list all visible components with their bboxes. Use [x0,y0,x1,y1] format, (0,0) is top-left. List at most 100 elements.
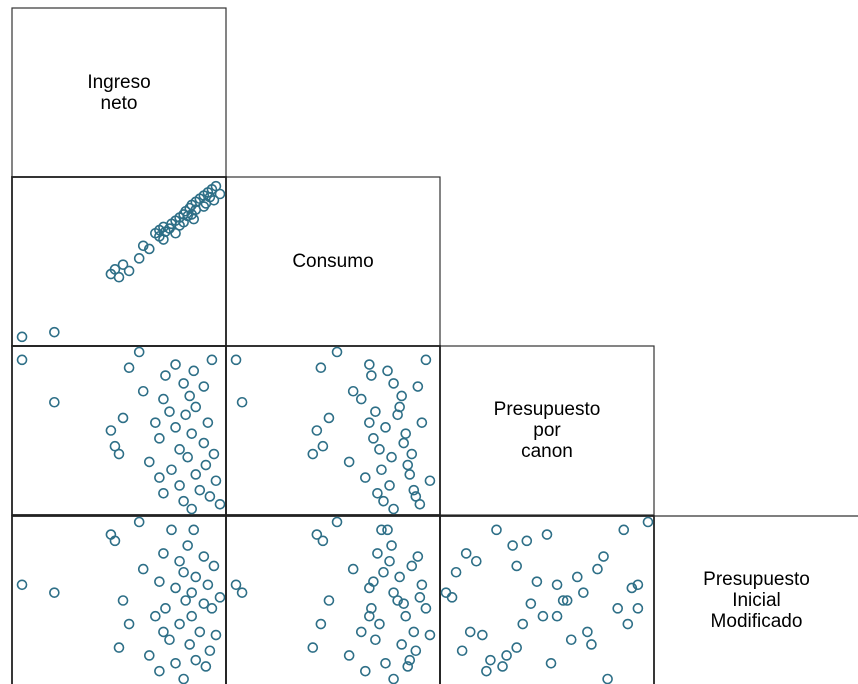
point [372,548,383,559]
point [323,595,335,606]
point [180,595,191,606]
point [374,618,385,630]
point [236,396,248,408]
point [380,657,391,669]
point [388,587,399,598]
point [398,598,410,609]
panel [225,345,441,516]
point [166,524,177,536]
point [420,603,432,614]
point [424,629,436,641]
point [456,645,468,657]
point [164,634,175,646]
point [49,587,60,598]
point [402,459,414,471]
point [394,401,405,413]
point [170,657,181,669]
point [16,354,28,366]
variable-label: Ingreso neto [87,71,151,114]
point [158,548,169,559]
point [184,390,195,402]
point [355,393,367,405]
point [160,603,171,614]
point [190,654,202,666]
point [230,579,242,591]
point [497,661,508,672]
point [230,354,242,366]
point [178,566,189,578]
point [204,491,216,502]
point [174,444,185,455]
point [424,475,436,487]
point [398,437,410,449]
point [198,381,210,392]
point [460,548,472,559]
point [551,579,563,591]
point [347,385,359,397]
point [198,551,210,562]
point [370,406,381,417]
point [404,469,416,480]
point [311,529,323,540]
point [386,451,397,463]
variable-label: Consumo [292,251,374,272]
point [400,610,412,622]
point [194,484,206,496]
point [117,259,129,270]
point [109,535,121,547]
point [368,433,379,444]
point [343,650,355,661]
point [154,472,165,483]
variable-label: Presupuesto Inicial Modificado [703,569,810,632]
point [144,243,155,255]
point [311,425,323,436]
point [380,422,391,433]
point [158,487,169,499]
point [154,433,165,444]
point [404,654,416,666]
point [394,571,405,583]
point [323,412,335,424]
point [382,365,393,377]
point [214,498,226,510]
point [210,629,222,641]
point [188,213,200,225]
point [632,603,644,614]
point [178,495,189,507]
point [188,524,200,536]
point [388,378,399,389]
point [180,409,191,421]
point [113,642,125,653]
point [531,576,543,587]
point [501,650,512,661]
point [174,555,185,567]
point [410,645,422,657]
point [446,592,458,603]
point [360,472,371,483]
point [133,346,145,358]
point [200,459,212,471]
point [402,661,414,672]
point [388,503,399,515]
point [376,524,387,536]
point [642,516,654,528]
point [198,598,210,609]
point [481,665,492,677]
point [123,265,135,277]
point [408,484,420,496]
point [194,626,206,638]
point [117,595,129,606]
point [372,487,383,499]
point [190,401,202,413]
point [561,595,573,606]
point [208,560,220,572]
point [384,555,395,567]
point [364,417,375,428]
point [416,417,428,428]
point [184,639,195,650]
point [370,634,381,646]
point [485,654,496,666]
variable-label: Presupuesto por canon [493,399,601,462]
point [440,587,452,598]
